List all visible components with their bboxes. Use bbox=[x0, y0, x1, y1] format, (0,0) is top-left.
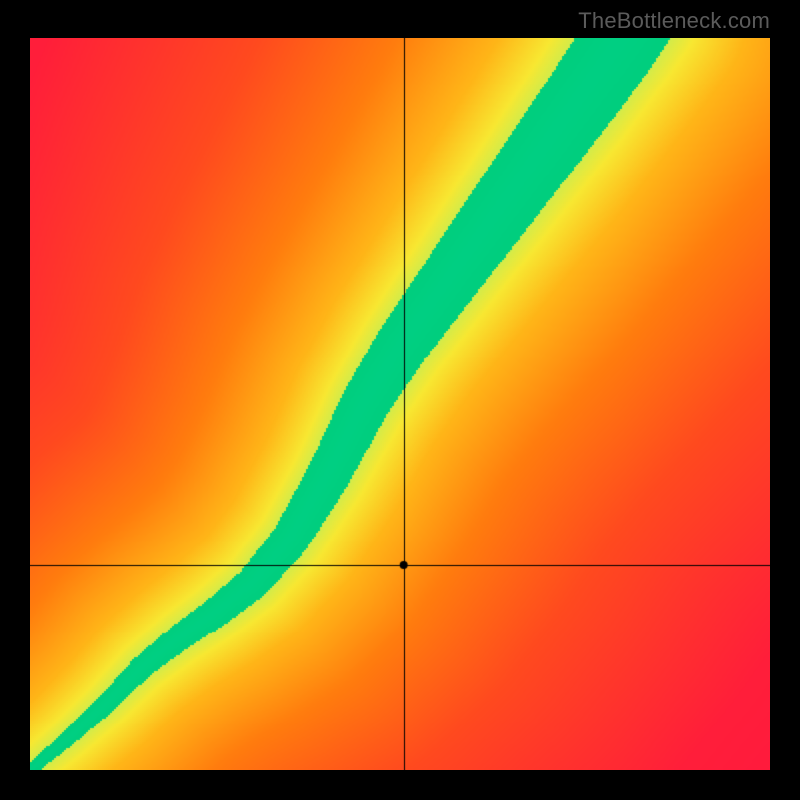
watermark-text: TheBottleneck.com bbox=[578, 8, 770, 34]
bottleneck-heatmap bbox=[30, 38, 770, 770]
